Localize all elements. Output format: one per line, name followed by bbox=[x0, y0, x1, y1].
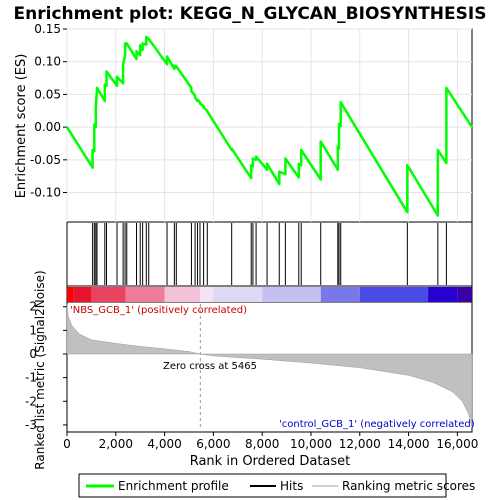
x-tick-label: 14,000 bbox=[388, 437, 430, 451]
enrichment-profile-line bbox=[65, 35, 474, 217]
es-y-tick-label: 0.05 bbox=[34, 87, 61, 101]
negative-class-label: 'control_GCB_1' (negatively correlated) bbox=[279, 419, 475, 430]
x-axis-ticks: 0 2,000 4,000 6,000 8,000 10,000 12,000 14,000 1… bbox=[63, 432, 478, 451]
x-tick-label: 8,000 bbox=[245, 437, 279, 451]
es-y-tick-label: -0.10 bbox=[30, 186, 61, 200]
metric-y-tick-label: -3 bbox=[25, 418, 37, 432]
heatmap-segment bbox=[200, 287, 214, 302]
heatmap-segment bbox=[164, 287, 201, 302]
x-tick-label: 6,000 bbox=[196, 437, 230, 451]
metric-y-tick-label: 2 bbox=[29, 300, 37, 314]
x-tick-label: 2,000 bbox=[99, 437, 133, 451]
x-axis-label: Rank in Ordered Dataset bbox=[190, 454, 351, 469]
es-y-tick-label: -0.05 bbox=[30, 153, 61, 167]
hits-panel-frame bbox=[66, 221, 473, 287]
metric-y-tick-label: -2 bbox=[25, 394, 37, 408]
metric-y-axis-ticks: -3 -2 -1 0 1 2 bbox=[25, 300, 67, 432]
zero-cross-label: Zero cross at 5465 bbox=[163, 361, 257, 372]
es-y-axis-ticks: -0.10 -0.05 0.00 0.05 0.10 0.15 bbox=[30, 22, 67, 200]
heatmap-segment bbox=[262, 287, 321, 302]
x-tick-label: 16,000 bbox=[436, 437, 478, 451]
rank-heatmap bbox=[67, 287, 472, 302]
heatmap-segment bbox=[67, 287, 74, 302]
x-tick-label: 10,000 bbox=[290, 437, 332, 451]
es-y-tick-label: 0.00 bbox=[34, 120, 61, 134]
es-y-tick-label: 0.15 bbox=[34, 22, 61, 36]
ranking-metric-area bbox=[66, 304, 473, 428]
es-y-axis-label: Enrichment score (ES) bbox=[14, 54, 29, 199]
x-tick-label: 4,000 bbox=[147, 437, 181, 451]
heatmap-segment bbox=[125, 287, 165, 302]
es-y-tick-label: 0.10 bbox=[34, 55, 61, 69]
legend: Enrichment profile Hits Ranking metric s… bbox=[78, 473, 475, 498]
es-line-layer bbox=[65, 35, 474, 217]
legend-label-ranking: Ranking metric scores bbox=[342, 479, 475, 493]
heatmap-segment bbox=[73, 287, 92, 302]
x-tick-label: 0 bbox=[63, 437, 71, 451]
positive-class-label: 'NBS_GCB_1' (positively correlated) bbox=[70, 305, 247, 316]
legend-label-enrichment: Enrichment profile bbox=[118, 479, 229, 493]
metric-y-tick-label: -1 bbox=[25, 371, 37, 385]
heatmap-segment bbox=[428, 287, 458, 302]
es-gridlines bbox=[66, 28, 472, 222]
legend-label-hits: Hits bbox=[280, 479, 303, 493]
heatmap-segment bbox=[457, 287, 472, 302]
heatmap-segment bbox=[91, 287, 126, 302]
metric-y-axis-label: Ranked list metric (Signal2Noise) bbox=[33, 270, 47, 469]
metric-layer bbox=[66, 304, 473, 430]
heatmap-segment bbox=[320, 287, 360, 302]
x-tick-label: 12,000 bbox=[339, 437, 381, 451]
hit-marks bbox=[92, 223, 447, 285]
metric-y-tick-label: 0 bbox=[29, 347, 37, 361]
metric-y-tick-label: 1 bbox=[29, 323, 37, 337]
chart-title: Enrichment plot: KEGG_N_GLYCAN_BIOSYNTHE… bbox=[14, 4, 487, 24]
heatmap-segment bbox=[359, 287, 429, 302]
heatmap-segment bbox=[213, 287, 263, 302]
